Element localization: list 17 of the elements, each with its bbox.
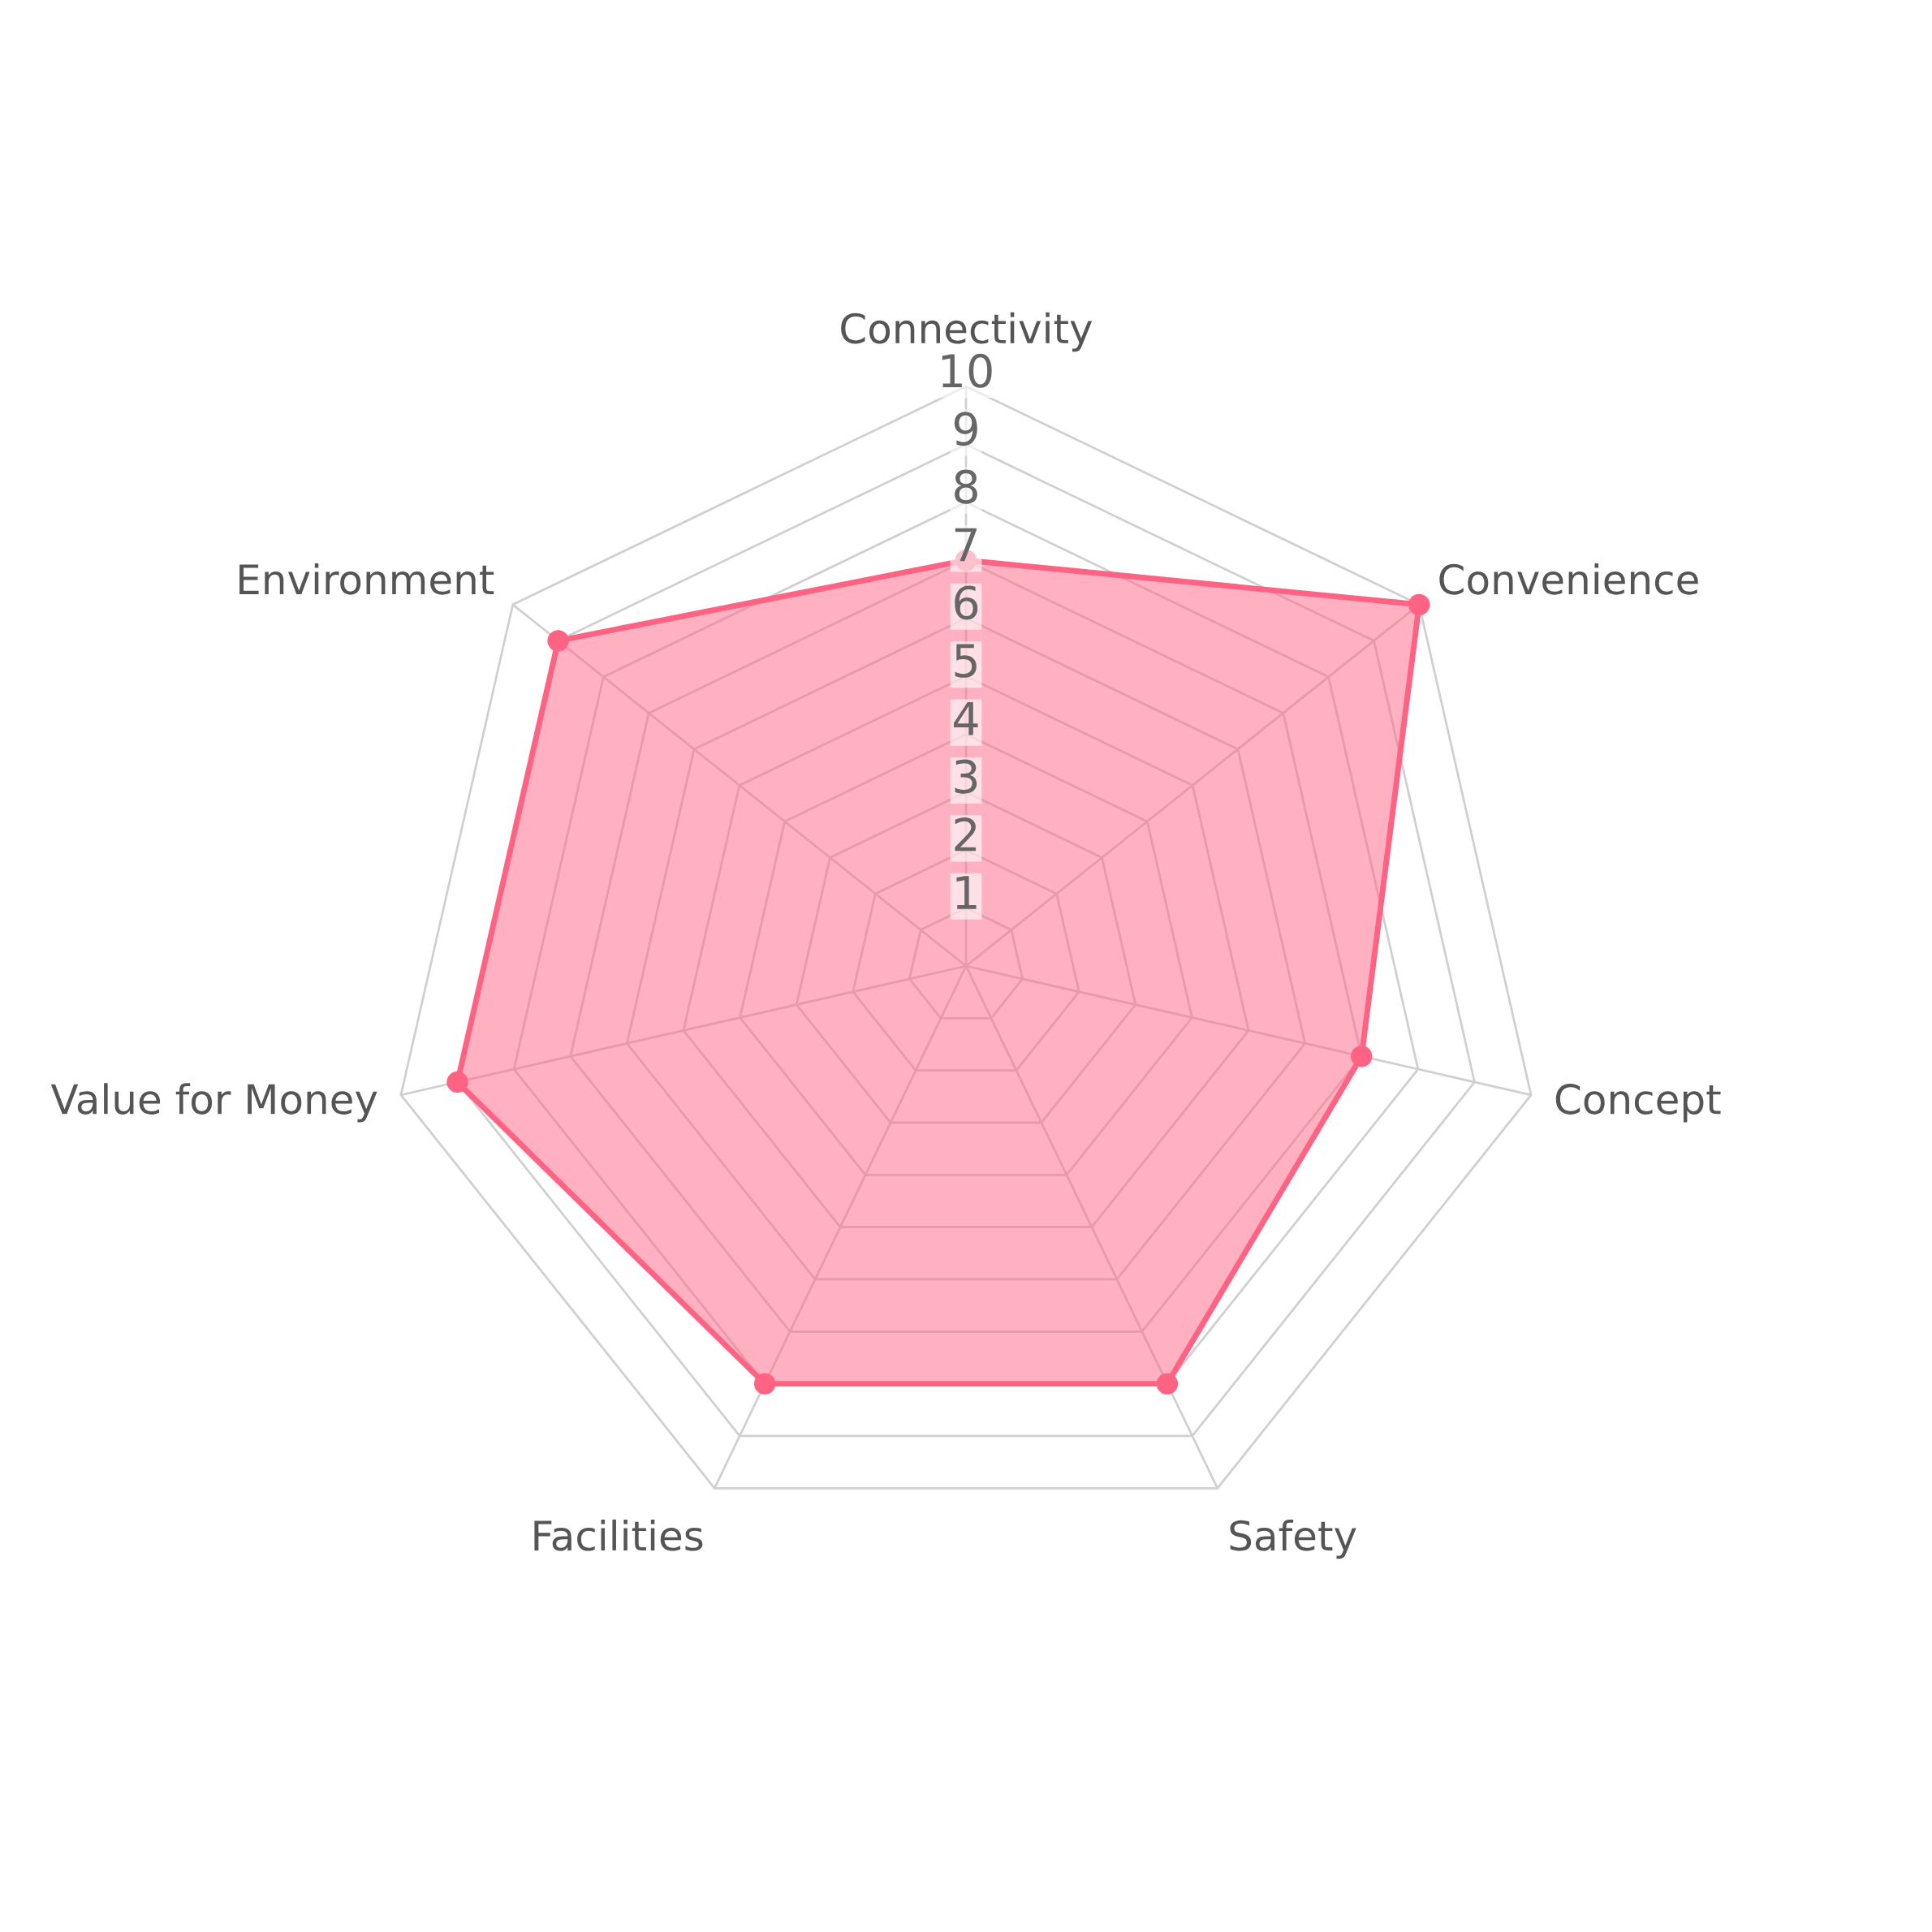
- y-tick-label: 9: [954, 412, 977, 446]
- y-tick-label: 10: [942, 353, 992, 388]
- spoke-label: Connectivity: [841, 312, 1093, 352]
- y-tick-label: 6: [955, 585, 978, 620]
- spoke-label: Convenience: [1439, 563, 1698, 595]
- y-tick-label: 8: [955, 469, 977, 504]
- y-tick-label: 1: [956, 876, 977, 909]
- spoke-label: Facilities: [534, 1519, 703, 1551]
- spoke-label: Environment: [239, 563, 494, 595]
- spoke-label: Concept: [1555, 1084, 1721, 1123]
- y-tick-label: 4: [954, 701, 978, 735]
- y-tick-label: 5: [955, 644, 977, 678]
- spoke-label: Safety: [1230, 1519, 1356, 1559]
- y-tick-label: 3: [955, 759, 977, 794]
- spoke-label: Value for Money: [50, 1083, 377, 1123]
- y-tick-label: 2: [955, 817, 977, 852]
- y-tick-label: 7: [955, 528, 977, 562]
